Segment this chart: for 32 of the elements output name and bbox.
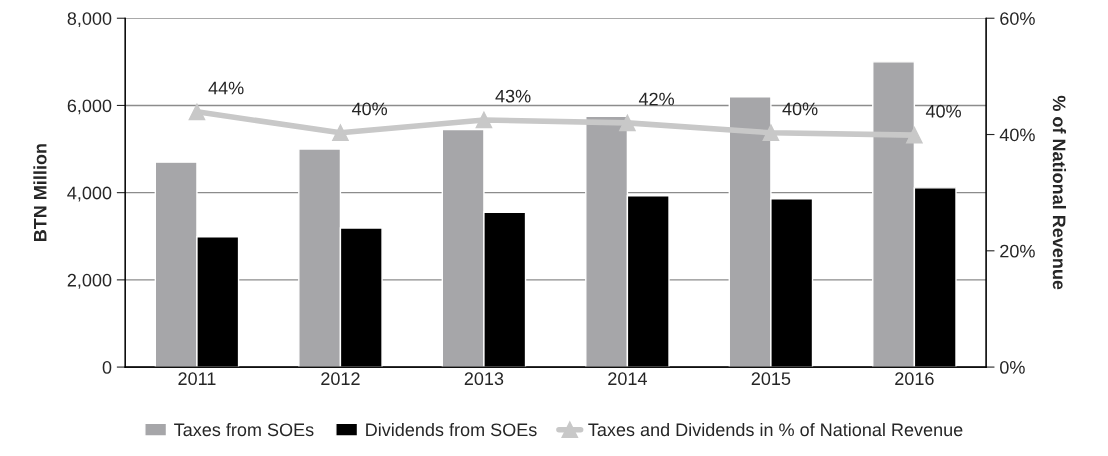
point [762,124,780,142]
y2-axis-title: % of National Revenue [1052,95,1067,290]
y2-tick-label: 40% [999,128,1035,142]
legend-label: Taxes from SOEs [174,422,314,437]
point [619,114,636,132]
x-tick-label: 2014 [608,372,647,386]
y-tick-label: 6,000 [67,99,112,115]
data-label: 42% [638,92,675,106]
y-tick-label: 0 [102,361,112,374]
x-tick-label: 2011 [178,372,216,386]
y-tick-label: 2,000 [67,273,112,289]
x-tick-label: 2013 [464,372,504,386]
data-label: 40% [351,102,388,116]
point [906,126,923,144]
point [475,111,493,129]
point [332,124,349,142]
legend-label: Taxes and Dividends in % of National Revenue [588,422,963,437]
data-label: 44% [208,81,244,95]
data-label: 43% [495,89,531,103]
y-axis-title: BTN Million [33,144,47,242]
y2-tick-label: 60% [1000,12,1035,25]
x-tick-label: 2015 [751,372,791,386]
legend-label: Dividends from SOEs [366,422,537,437]
point [188,103,206,121]
y2-tick-label: 20% [1000,244,1035,258]
y-tick-label: 8,000 [67,12,112,28]
y2-tick-label: 0% [1000,361,1025,374]
data-label: 40% [782,102,818,116]
y-tick-label: 4,000 [67,186,112,202]
x-tick-label: 2012 [321,372,360,386]
data-label: 40% [925,104,961,118]
x-tick-label: 2016 [895,372,934,386]
